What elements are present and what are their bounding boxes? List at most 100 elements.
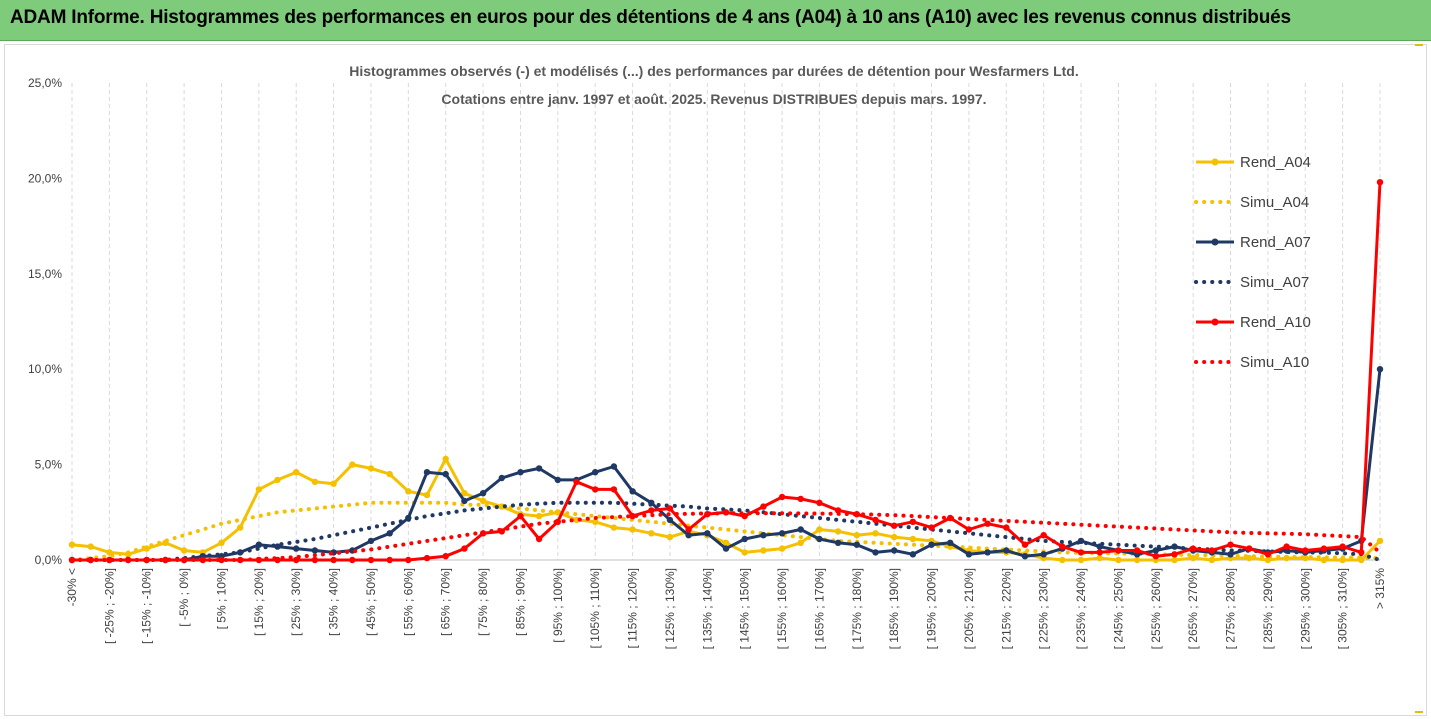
corner-mark	[1415, 707, 1423, 713]
series-line-rend-a10	[72, 182, 1382, 562]
data-point	[797, 539, 804, 546]
data-point	[722, 539, 730, 546]
data-point	[965, 551, 973, 558]
x-tick-label: [ 45% ; 50%]	[364, 568, 378, 636]
data-point	[367, 556, 375, 564]
legend-label: Simu_A10	[1240, 354, 1309, 371]
data-point	[1021, 553, 1029, 560]
data-point	[517, 469, 524, 476]
data-point	[741, 535, 748, 543]
data-point	[872, 549, 879, 556]
data-point	[592, 469, 599, 476]
x-tick-label: [ -25% ; -20%]	[102, 568, 116, 644]
data-point	[1003, 524, 1010, 531]
data-point	[405, 556, 412, 564]
data-point	[349, 556, 356, 564]
y-tick-label: 25,0%	[28, 76, 62, 90]
data-point	[1096, 549, 1103, 556]
data-point	[1040, 551, 1047, 558]
data-point	[1133, 547, 1141, 554]
report-banner: ADAM Informe. Histogrammes des performan…	[0, 0, 1431, 41]
data-point	[330, 556, 337, 564]
data-point	[1077, 556, 1085, 564]
data-point	[610, 486, 618, 493]
data-point	[68, 541, 76, 548]
data-point	[1003, 547, 1010, 554]
data-point	[1358, 549, 1365, 556]
data-point	[554, 476, 561, 484]
x-tick-label: [ 185% ; 190%]	[887, 568, 901, 649]
data-point	[760, 547, 767, 554]
data-point	[255, 486, 263, 493]
data-point	[760, 503, 767, 510]
x-tick-label: [ 85% ; 90%]	[513, 568, 527, 636]
data-point	[442, 470, 449, 478]
data-point	[666, 516, 674, 524]
x-tick-label: [ 235% ; 240%]	[1074, 568, 1088, 649]
data-point	[1376, 179, 1384, 186]
x-tick-label: -30% <	[65, 568, 79, 606]
data-point	[1152, 553, 1160, 560]
x-tick-label: [ 175% ; 180%]	[850, 568, 864, 649]
data-point	[1152, 547, 1160, 554]
data-point	[180, 547, 188, 554]
x-tick-label: [ 155% ; 160%]	[775, 568, 789, 649]
series-line-rend-a07	[72, 369, 1382, 562]
x-tick-label: [ 215% ; 220%]	[999, 568, 1013, 649]
legend-marker	[1211, 158, 1219, 166]
x-tick-label: [ 35% ; 40%]	[327, 568, 341, 636]
data-point	[535, 465, 543, 472]
data-point	[479, 497, 487, 505]
data-point	[928, 541, 935, 548]
data-point	[610, 524, 618, 531]
x-tick-label: [ 225% ; 230%]	[1037, 568, 1051, 649]
data-point	[1227, 541, 1234, 548]
data-point	[965, 526, 973, 533]
data-point	[891, 533, 898, 541]
x-tick-label: [ 65% ; 70%]	[439, 568, 453, 636]
data-point	[293, 469, 300, 476]
data-point	[984, 520, 991, 527]
data-point	[386, 556, 393, 564]
series-line-simu-a10	[70, 511, 1382, 562]
data-point	[1096, 554, 1103, 562]
legend: Rend_A04 Simu_A04 Rend_A07 Simu_A07 Rend_A10…	[1194, 154, 1311, 371]
data-point	[909, 535, 917, 543]
data-point	[1040, 532, 1047, 539]
y-tick-label: 10,0%	[28, 362, 62, 376]
y-tick-label: 15,0%	[28, 267, 62, 281]
data-point	[423, 554, 431, 562]
data-point	[909, 518, 917, 525]
data-point	[891, 522, 898, 529]
y-tick-label: 5,0%	[35, 458, 63, 472]
data-point	[330, 480, 337, 487]
data-point	[1302, 547, 1309, 554]
data-point	[909, 551, 917, 558]
chart-area	[4, 44, 1427, 716]
data-point	[834, 539, 842, 546]
data-point	[891, 547, 898, 554]
legend-label: Rend_A07	[1240, 234, 1311, 251]
data-point	[760, 532, 767, 539]
data-point	[1059, 556, 1066, 564]
x-tick-label: [ 15% ; 20%]	[252, 568, 266, 636]
data-point	[442, 553, 449, 560]
y-tick-label: 20,0%	[28, 171, 62, 185]
series	[68, 179, 1384, 564]
data-point	[797, 526, 804, 533]
x-tick-label: [ 105% ; 110%]	[588, 568, 602, 649]
data-point	[367, 537, 375, 545]
x-tick-label: [ 125% ; 130%]	[663, 568, 677, 649]
data-point	[405, 488, 412, 495]
x-tick-label: [ 5% ; 10%]	[214, 568, 228, 629]
data-point	[535, 512, 543, 520]
data-point	[218, 539, 225, 546]
data-point	[816, 526, 823, 533]
data-point	[1059, 543, 1066, 550]
legend-marker	[1211, 318, 1219, 326]
data-point	[1115, 547, 1122, 554]
data-point	[872, 516, 879, 524]
data-point	[311, 478, 319, 485]
data-point	[722, 545, 730, 552]
data-point	[461, 497, 468, 505]
